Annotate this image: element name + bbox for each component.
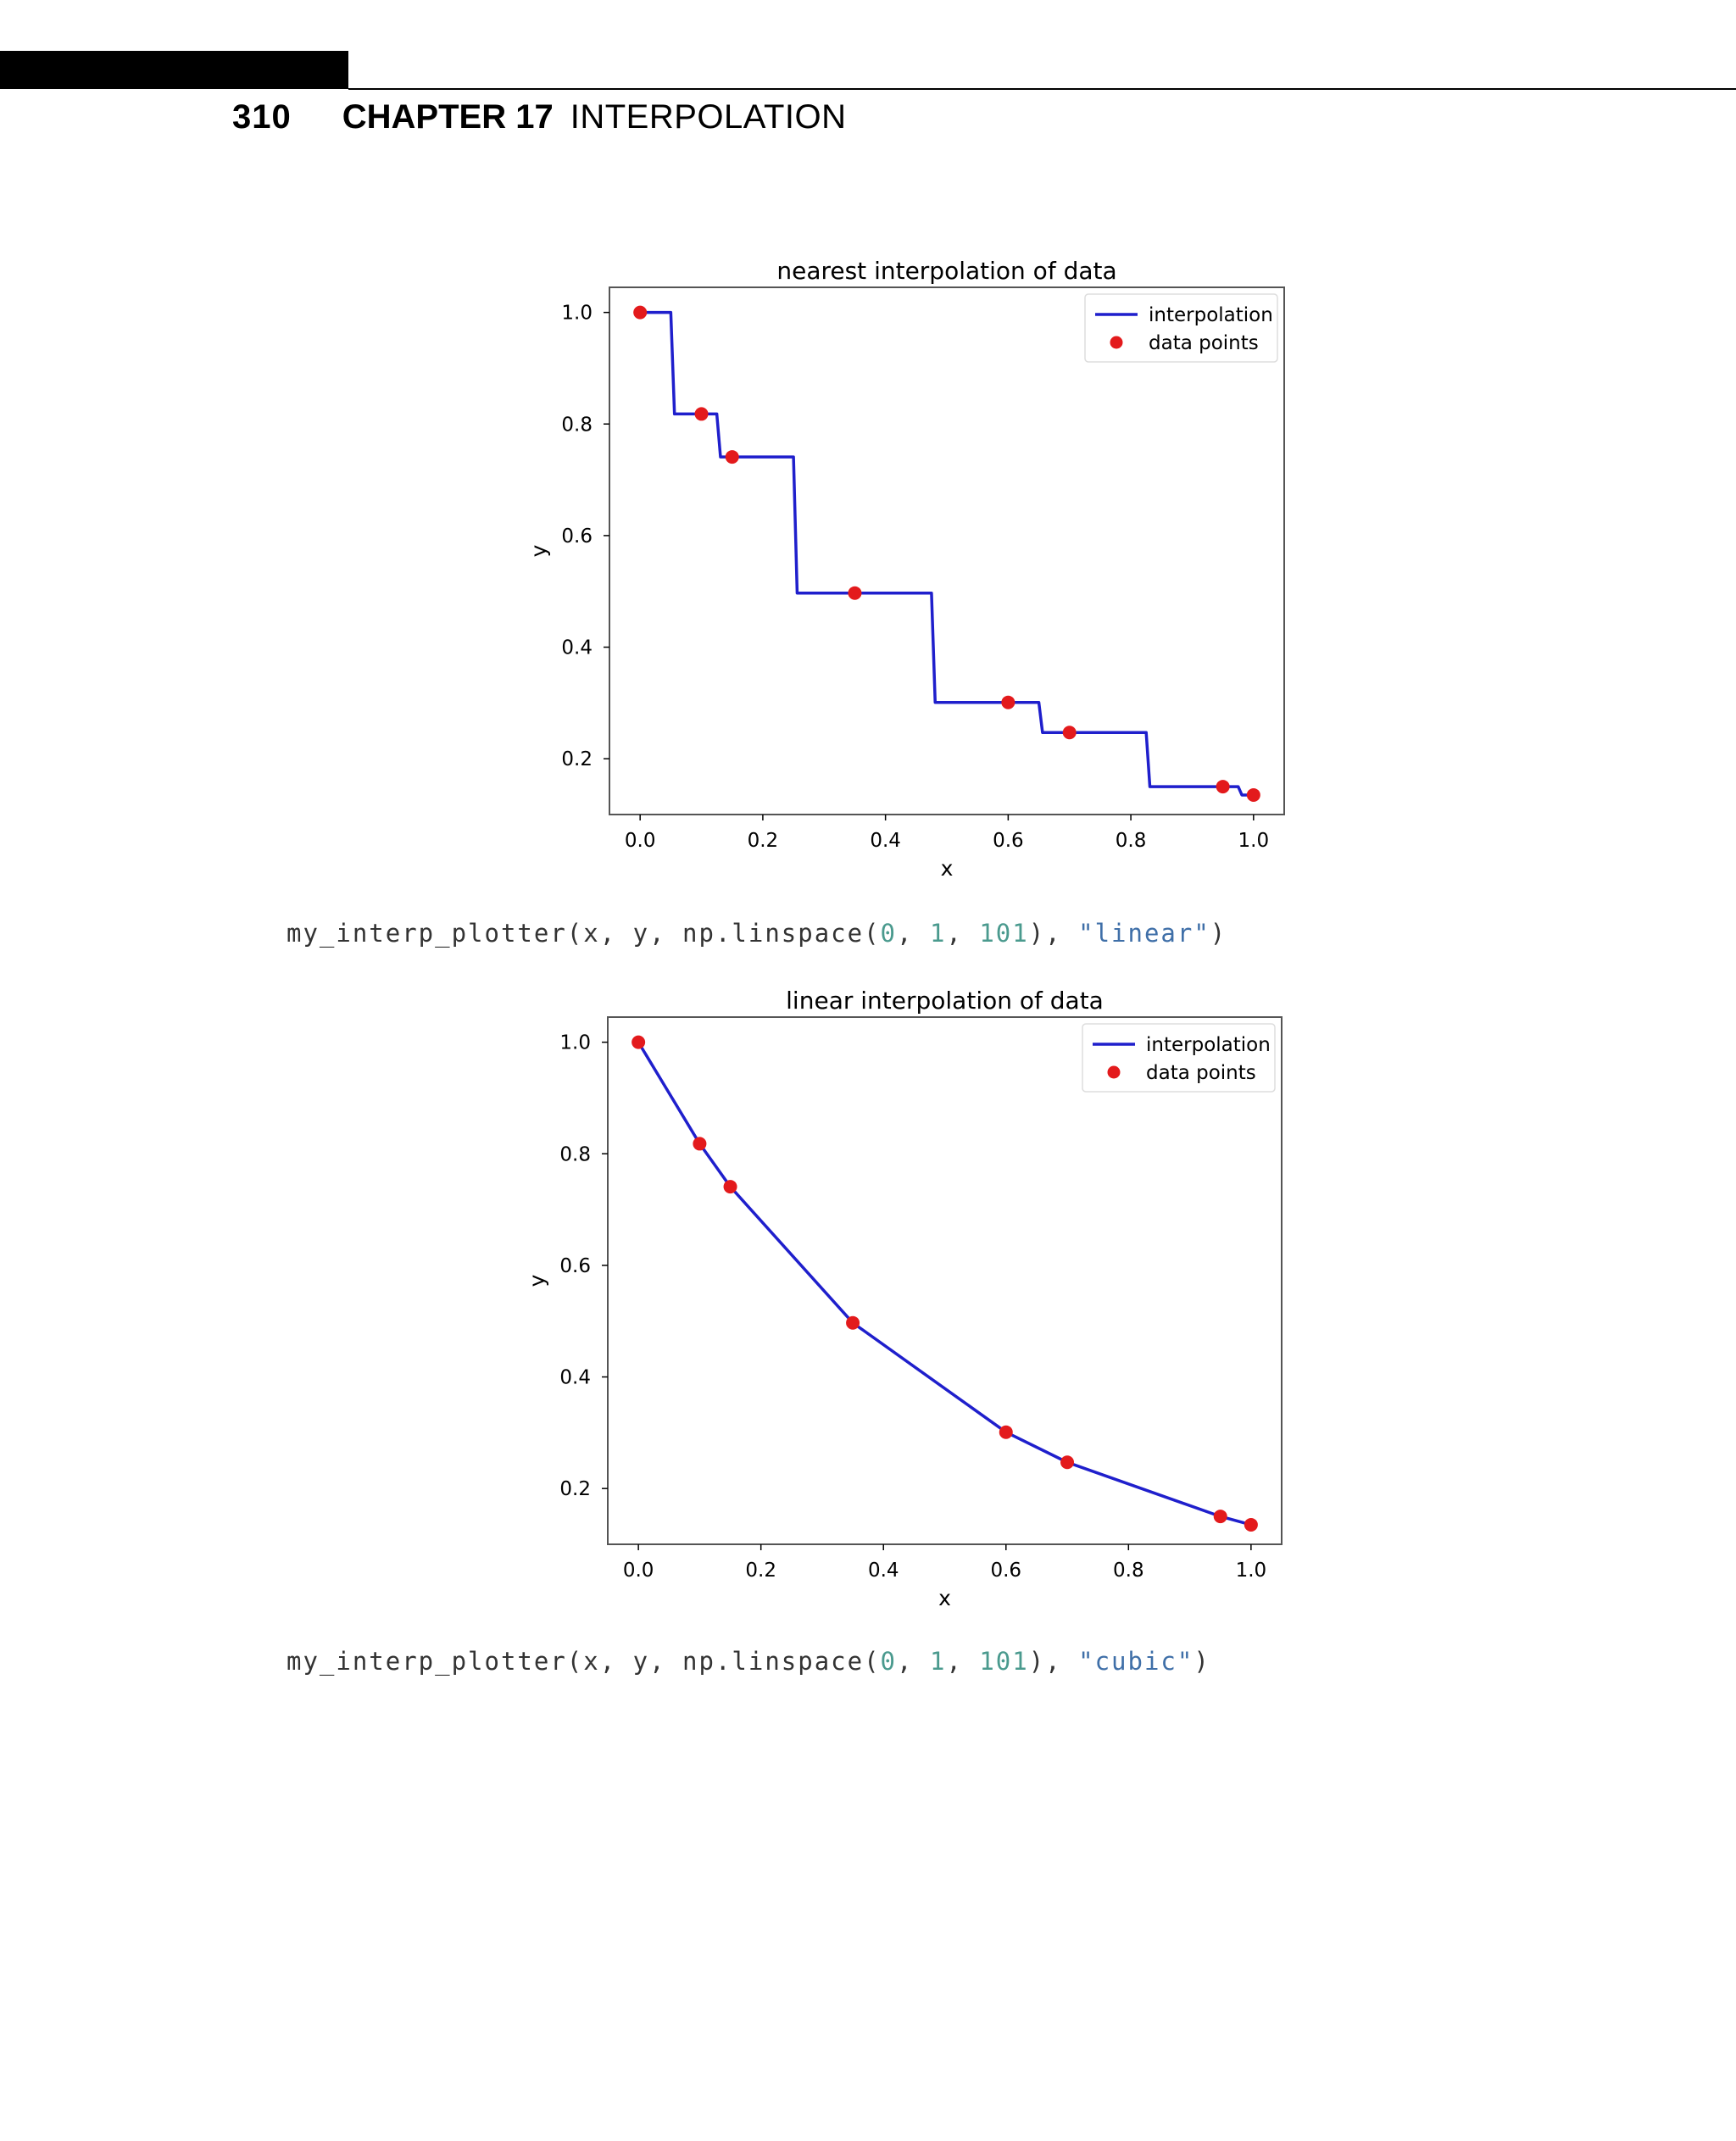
data-point	[1244, 1517, 1258, 1532]
plot-frame	[607, 1016, 1283, 1545]
legend-marker-swatch	[1107, 1065, 1121, 1079]
data-point	[632, 1035, 646, 1049]
y-axis-label: y	[525, 1274, 549, 1287]
x-tick-label: 0.8	[1113, 1560, 1144, 1582]
data-point	[1216, 780, 1230, 794]
legend-box	[1082, 1023, 1276, 1093]
x-tick-label: 0.0	[623, 1560, 654, 1582]
data-point	[633, 305, 648, 320]
legend-box	[1084, 293, 1278, 363]
y-tick-label: 1.0	[561, 303, 593, 325]
y-tick-label: 0.6	[561, 526, 593, 548]
x-tick-label: 0.2	[745, 1560, 776, 1582]
data-point	[693, 1137, 707, 1151]
data-point	[1001, 695, 1015, 709]
data-point	[694, 407, 709, 421]
x-tick-label: 0.8	[1116, 830, 1147, 852]
chart-title: nearest interpolation of data	[776, 257, 1116, 285]
legend-label-data-points: data points	[1149, 332, 1259, 354]
x-axis-label: x	[938, 1586, 951, 1610]
data-point	[723, 1180, 737, 1194]
data-point	[999, 1425, 1013, 1439]
header-rule	[348, 88, 1736, 90]
x-axis-label: x	[941, 856, 954, 881]
data-point	[846, 1315, 860, 1330]
legend-label-interpolation: interpolation	[1146, 1034, 1271, 1056]
data-point	[725, 450, 739, 464]
interpolation-line	[637, 1041, 1252, 1527]
code-line-linear: my_interp_plotter(x, y, np.linspace(0, 1…	[287, 919, 1227, 948]
data-point	[1062, 726, 1077, 740]
legend-label-interpolation: interpolation	[1149, 304, 1273, 326]
x-tick-label: 1.0	[1236, 1560, 1267, 1582]
y-tick-label: 0.4	[559, 1367, 591, 1389]
legend-label-data-points: data points	[1146, 1062, 1256, 1084]
page-number: 310	[232, 97, 292, 136]
code-line-cubic: my_interp_plotter(x, y, np.linspace(0, 1…	[287, 1647, 1210, 1676]
y-tick-label: 1.0	[559, 1032, 591, 1054]
plot-frame	[609, 286, 1285, 815]
x-tick-label: 0.4	[868, 1560, 899, 1582]
y-tick-label: 0.8	[559, 1143, 591, 1165]
x-tick-label: 0.2	[748, 830, 779, 852]
chapter-label: CHAPTER 17	[342, 97, 554, 136]
y-tick-label: 0.8	[561, 414, 593, 436]
data-point	[848, 586, 862, 600]
y-tick-label: 0.2	[561, 748, 593, 770]
chapter-title: INTERPOLATION	[570, 97, 847, 136]
data-point	[1060, 1455, 1075, 1470]
running-header: 310 CHAPTER 17 INTERPOLATION	[232, 92, 847, 142]
x-tick-label: 1.0	[1238, 830, 1270, 852]
x-tick-label: 0.6	[990, 1560, 1021, 1582]
legend-marker-swatch	[1110, 336, 1123, 349]
data-point	[1246, 787, 1260, 802]
chart-title: linear interpolation of data	[786, 987, 1104, 1015]
x-tick-label: 0.0	[625, 830, 656, 852]
y-tick-label: 0.4	[561, 637, 593, 659]
data-point	[1213, 1510, 1227, 1524]
y-tick-label: 0.6	[559, 1255, 591, 1277]
y-tick-label: 0.2	[559, 1478, 591, 1500]
nearest-interpolation-chart: nearest interpolation of data 0.0 0.2 0.4 0.…	[526, 257, 1285, 881]
header-black-bar	[0, 51, 348, 89]
x-tick-label: 0.6	[993, 830, 1024, 852]
linear-interpolation-chart: linear interpolation of data 0.0 0.2 0.4 0.6…	[525, 987, 1283, 1610]
x-tick-label: 0.4	[870, 830, 901, 852]
y-axis-label: y	[526, 544, 551, 557]
